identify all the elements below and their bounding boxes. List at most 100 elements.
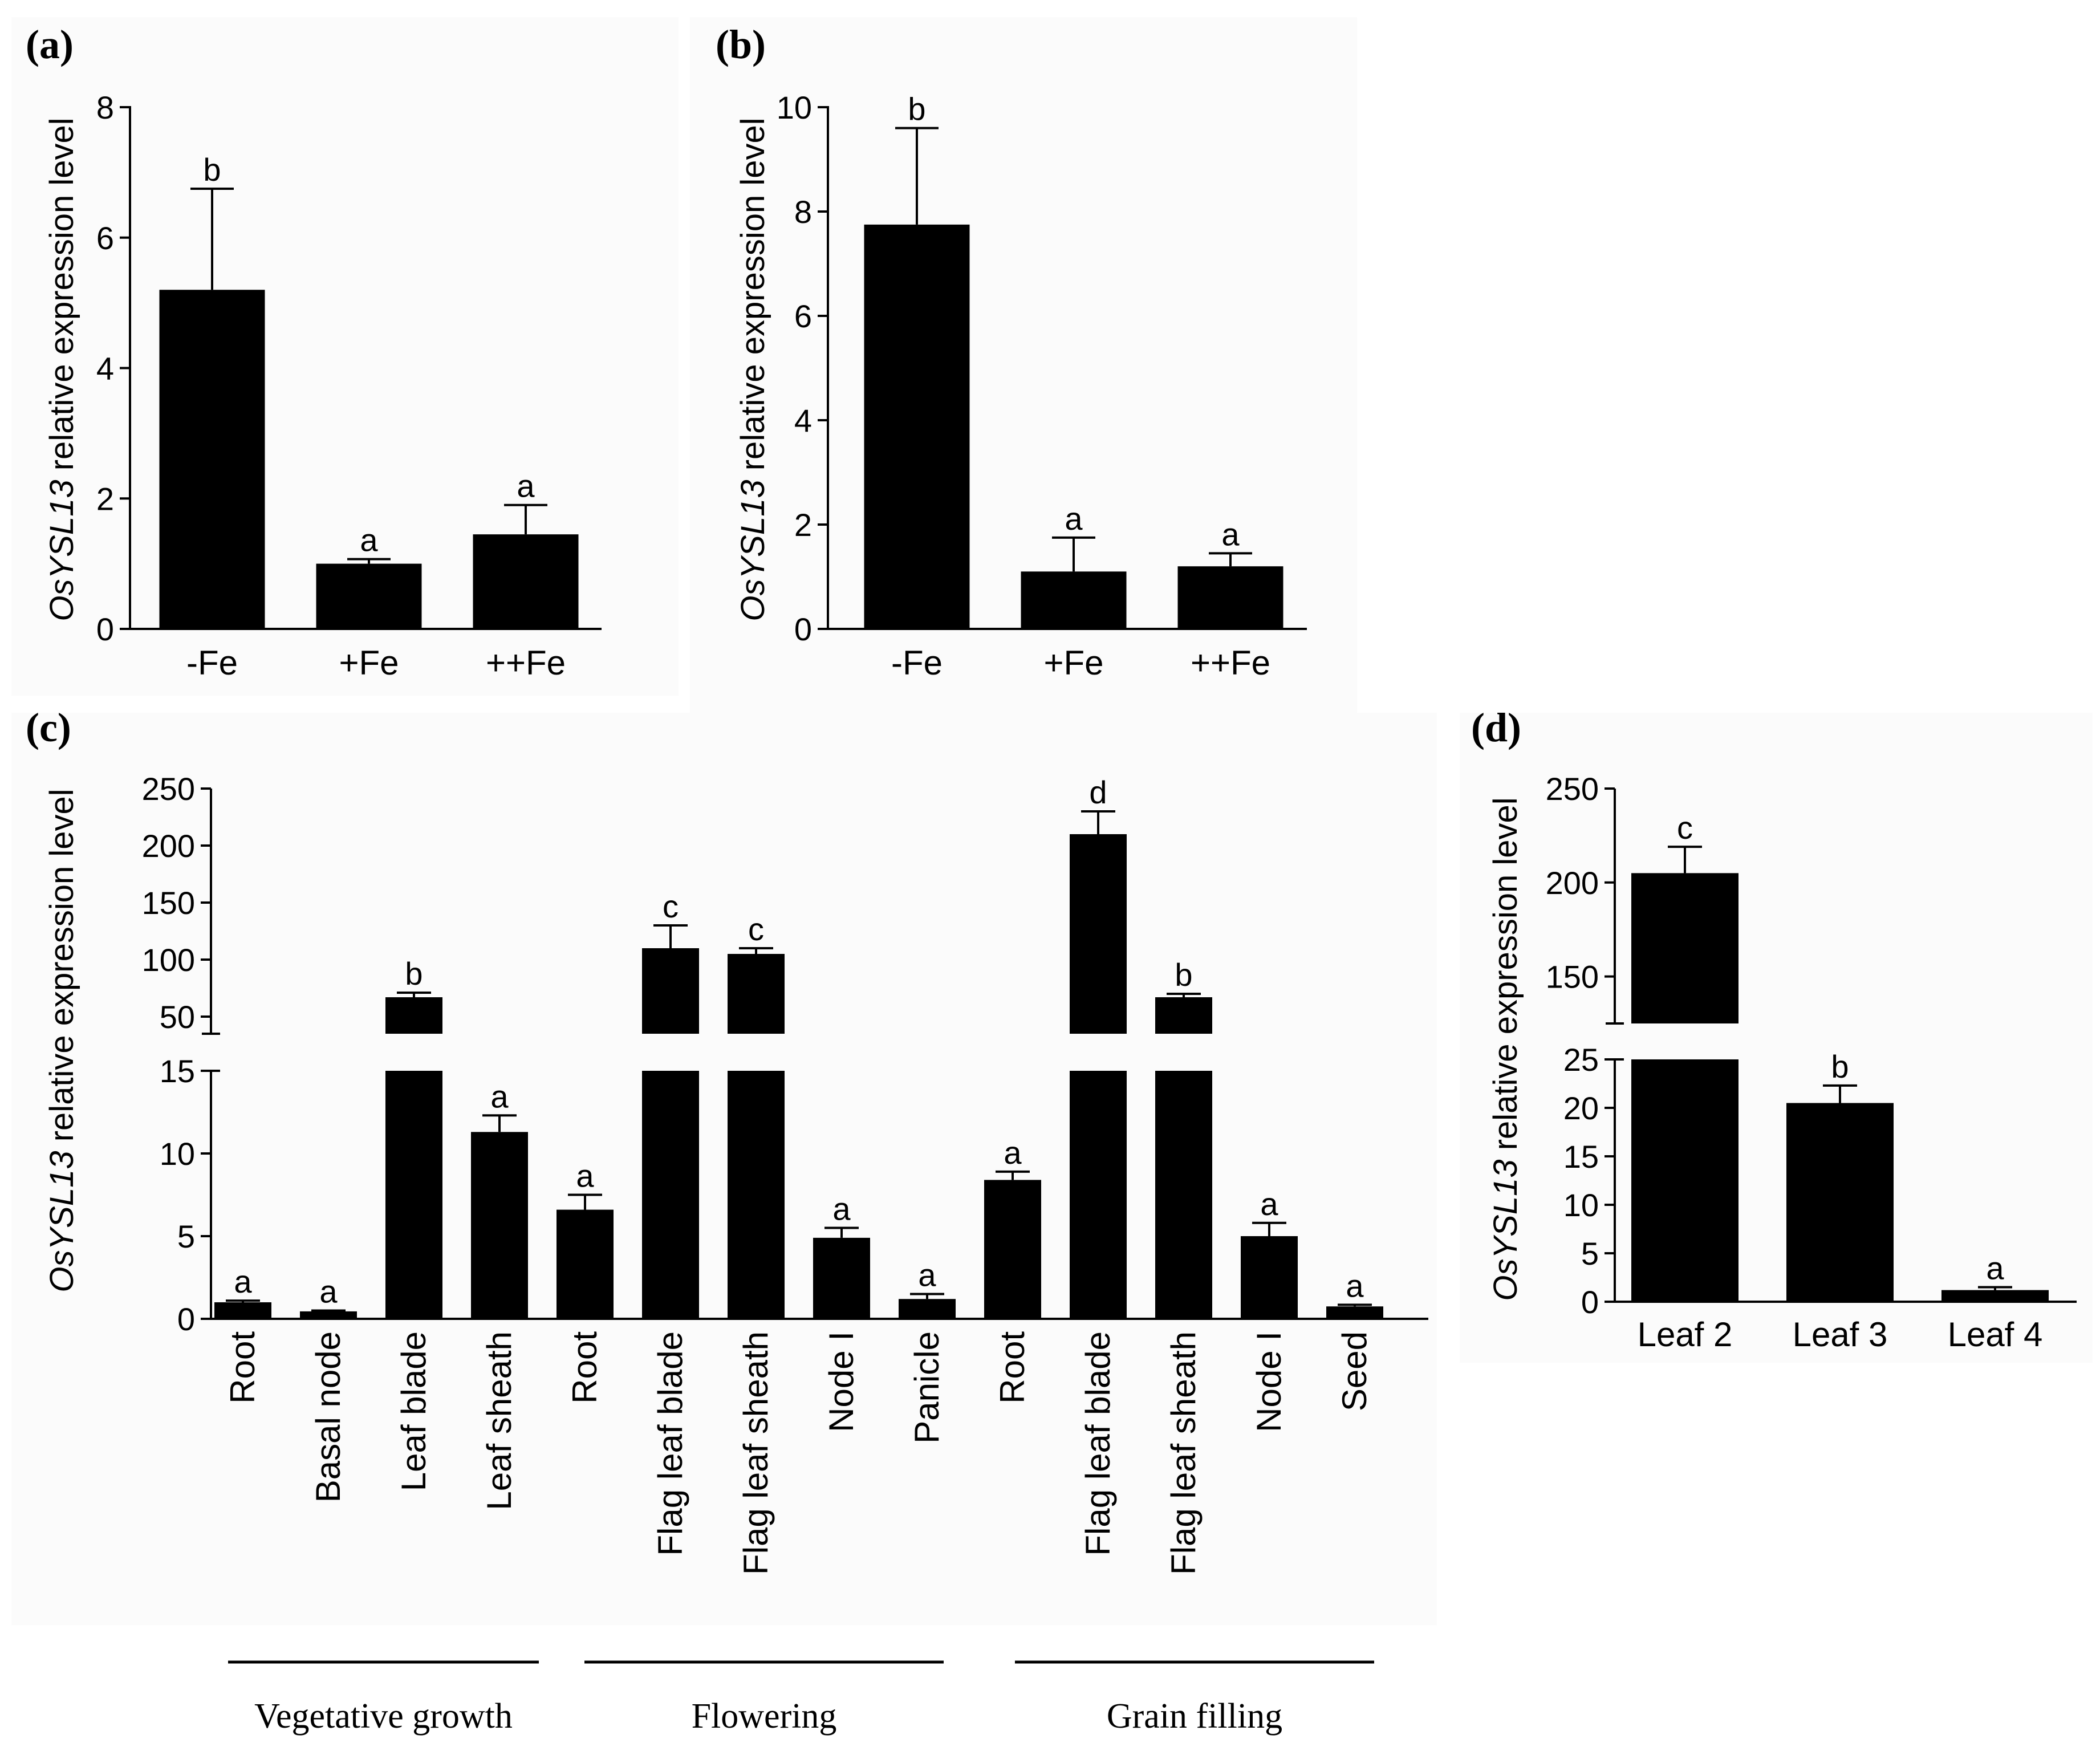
ylabel-gene-c: OsYSL13: [43, 1151, 80, 1292]
significance-letter: b: [1831, 1049, 1849, 1084]
y-tick-label: 150: [1546, 959, 1599, 995]
panel-d: (d) OsYSL13 relative expression level 0 5…: [1460, 705, 2093, 1363]
y-tick-label: 6: [96, 220, 114, 256]
error-bar: [1209, 552, 1252, 567]
bar-upper-segment: [1631, 873, 1739, 1023]
significance-letter: a: [832, 1191, 851, 1227]
bar: [214, 1302, 271, 1319]
x-tick-label: ++Fe: [486, 644, 566, 682]
y-tick-label: 5: [177, 1218, 195, 1254]
ylabel-gene-b: OsYSL13: [734, 480, 771, 621]
bar: [813, 1237, 870, 1319]
x-tick-label: Flag leaf blade: [651, 1331, 689, 1556]
significance-letter: a: [1986, 1250, 2004, 1286]
error-bar: [226, 1299, 260, 1302]
y-tick-label: 250: [142, 771, 195, 807]
error-bar: [1978, 1286, 2012, 1290]
y-tick-label: 0: [177, 1301, 195, 1337]
ylabel-rest-c: relative expression level: [43, 789, 80, 1151]
bar: [557, 1209, 614, 1319]
bar: [1941, 1290, 2049, 1302]
significance-letter: a: [490, 1078, 509, 1114]
significance-letter: d: [1089, 774, 1107, 810]
y-tick-label: 150: [142, 885, 195, 921]
y-tick-label: 0: [1581, 1284, 1599, 1320]
significance-letter: a: [360, 522, 378, 558]
x-tick-label: Basal node: [309, 1331, 347, 1502]
bar-+Fe: [316, 563, 422, 629]
y-axis-label-c: OsYSL13 relative expression level: [43, 789, 80, 1292]
ylabel-rest-a: relative expression level: [43, 117, 80, 480]
stage-label: Grain filling: [1107, 1697, 1282, 1736]
error-bar: [568, 1193, 602, 1210]
bar-++Fe: [473, 534, 579, 629]
bar-+Fe: [1021, 571, 1127, 629]
significance-letter: a: [1260, 1186, 1278, 1222]
error-bar: [1167, 993, 1201, 997]
y-tick-label: 8: [96, 90, 114, 125]
significance-letter: a: [319, 1274, 338, 1310]
y-tick-label: 4: [96, 351, 114, 387]
x-tick-label: Flag leaf sheath: [1164, 1331, 1203, 1575]
error-bar: [190, 187, 234, 290]
error-bar: [347, 558, 391, 564]
error-bar: [653, 924, 688, 948]
y-tick-label: 10: [777, 90, 812, 125]
bar--Fe: [159, 290, 265, 629]
x-tick-label: Root: [993, 1331, 1031, 1404]
error-bar: [895, 127, 939, 225]
bar-lower-segment: [1631, 1059, 1739, 1302]
bar-upper-segment: [1155, 997, 1212, 1034]
bar-upper-segment: [642, 948, 699, 1034]
bar-upper-segment: [385, 997, 442, 1034]
x-tick-label: Leaf blade: [395, 1331, 433, 1491]
significance-letter: a: [234, 1264, 252, 1299]
x-tick-label: Leaf 4: [1948, 1315, 2043, 1354]
plot-area-b: 0 2 4 6 8 10 b -Fe a +Fe a ++Fe: [777, 90, 1307, 682]
y-axis-label-b: OsYSL13 relative expression level: [734, 117, 771, 621]
panel-b: (b) OsYSL13 relative expression level 0 2…: [690, 17, 1357, 724]
significance-letter: b: [203, 152, 221, 188]
significance-letter: a: [576, 1158, 594, 1194]
panel-letter-b: (b): [716, 22, 766, 67]
bar-lower-segment: [1155, 1071, 1212, 1319]
panel-a: (a) OsYSL13 relative expression level 0 2…: [11, 17, 679, 696]
significance-letter: a: [1065, 501, 1083, 537]
bar: [1326, 1306, 1383, 1319]
significance-letter: a: [1004, 1135, 1022, 1171]
x-tick-label: Flag leaf sheath: [737, 1331, 775, 1575]
bar: [984, 1180, 1041, 1319]
x-tick-label: Panicle: [908, 1331, 946, 1444]
bar-lower-segment: [728, 1071, 785, 1319]
bar: [899, 1299, 956, 1319]
stage-label: Flowering: [692, 1697, 837, 1736]
x-tick-label: +Fe: [1043, 644, 1103, 682]
x-tick-label: -Fe: [186, 644, 238, 682]
bar-upper-segment: [728, 954, 785, 1034]
bar: [300, 1311, 357, 1319]
error-bar: [824, 1226, 859, 1238]
x-tick-label: +Fe: [339, 644, 399, 682]
y-tick-label: 10: [160, 1136, 195, 1172]
error-bar: [1081, 810, 1115, 834]
panel-letter-a: (a): [26, 22, 74, 67]
significance-letter: a: [1346, 1268, 1364, 1303]
bar--Fe: [864, 224, 970, 629]
bar-upper-segment: [1070, 834, 1127, 1034]
y-tick-label: 200: [1546, 865, 1599, 901]
x-tick-label: Leaf sheath: [480, 1331, 518, 1510]
x-tick-label: ++Fe: [1191, 644, 1270, 682]
bar-++Fe: [1177, 566, 1283, 629]
y-tick-label: 6: [794, 298, 812, 334]
error-bar: [1338, 1303, 1372, 1307]
y-tick-label: 0: [96, 611, 114, 647]
y-tick-label: 4: [794, 403, 812, 438]
error-bar: [910, 1293, 944, 1299]
bar: [1786, 1103, 1894, 1302]
error-bar: [996, 1170, 1030, 1180]
ylabel-rest-b: relative expression level: [734, 117, 771, 480]
error-bar: [739, 947, 773, 954]
plot-area-d: 0 5 10 15 20 25 150 200 250 c Leaf 2 b Leaf 3 a Leaf 4: [1546, 771, 2077, 1354]
y-tick-label: 20: [1563, 1090, 1599, 1126]
y-tick-label: 10: [1563, 1187, 1599, 1223]
